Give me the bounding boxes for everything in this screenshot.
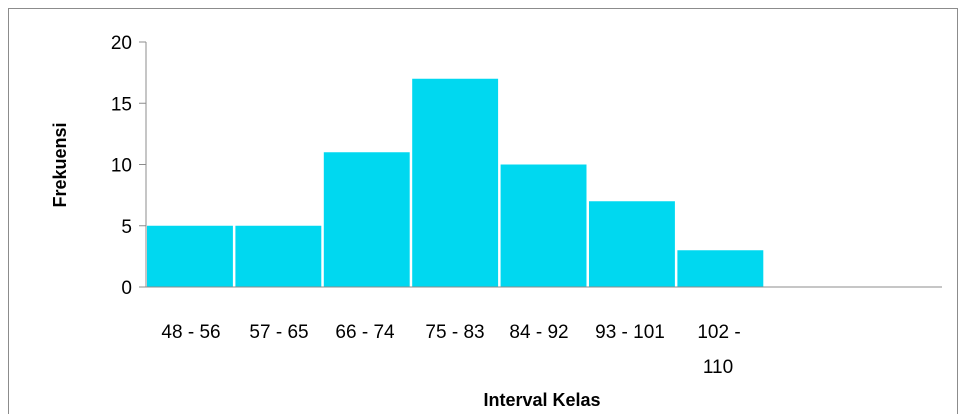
y-tick-label: 5 xyxy=(121,217,132,238)
x-tick-label: 66 - 74 xyxy=(335,322,395,343)
y-tick-label: 10 xyxy=(111,156,132,177)
bar xyxy=(323,152,410,287)
bars-group xyxy=(147,78,764,287)
bar xyxy=(412,78,499,287)
x-axis-title: Interval Kelas xyxy=(483,390,600,410)
y-tick-label: 15 xyxy=(111,94,132,115)
x-tick-label: 48 - 56 xyxy=(161,322,220,343)
y-axis-title: Frekuensi xyxy=(50,122,70,207)
x-tick-label: 102 -110 xyxy=(697,322,740,378)
bar xyxy=(677,250,764,287)
y-tick-label: 20 xyxy=(111,33,132,54)
y-ticks-group: 0 5 10 15 20 xyxy=(111,33,146,299)
x-tick-label: 57 - 65 xyxy=(249,322,308,343)
bar xyxy=(500,164,587,287)
x-tick-label: 84 - 92 xyxy=(509,322,568,343)
x-tick-label: 93 - 101 xyxy=(595,322,665,343)
bar xyxy=(147,225,233,287)
x-tick-label: 75 - 83 xyxy=(425,322,484,343)
bar xyxy=(589,201,675,287)
x-ticks-group: 48 - 56 57 - 65 66 - 74 75 - 83 84 - 92 93 - … xyxy=(161,322,740,378)
bar xyxy=(235,225,322,287)
y-tick-label: 0 xyxy=(121,278,132,299)
